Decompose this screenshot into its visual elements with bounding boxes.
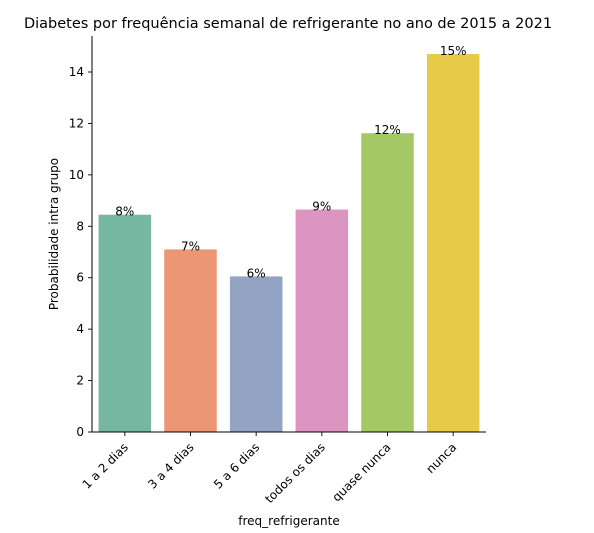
data-label-4: 9%	[312, 200, 331, 214]
bar-1	[98, 214, 152, 432]
x-tick-label-6: nunca	[423, 440, 459, 476]
x-tick-label-5: quase nunca	[329, 440, 393, 504]
x-axis-label: freq_refrigerante	[238, 514, 339, 528]
y-tick-label-4: 6	[76, 271, 84, 285]
y-tick-label-1: 0	[76, 425, 84, 439]
y-tick-label-2: 2	[76, 374, 84, 388]
y-axis-label: Probabilidade intra grupo	[47, 158, 61, 310]
y-tick-label-5: 8	[76, 219, 84, 233]
data-label-6: 15%	[440, 44, 467, 58]
y-tick-label-8: 14	[69, 65, 84, 79]
bar-2	[164, 249, 217, 432]
bar-5	[361, 133, 414, 432]
plot-area: 8% 1 a 2 dias 7% 3 a 4 dias 6% 5 a 6 dias 9% to…	[69, 36, 486, 506]
data-label-1: 8%	[115, 205, 134, 219]
y-tick-label-3: 4	[76, 322, 84, 336]
x-tick-label-4: todos os dias	[262, 440, 328, 506]
x-tick-label-1: 1 a 2 dias	[80, 440, 131, 491]
chart-title: Diabetes por frequência semanal de refri…	[24, 16, 552, 32]
data-label-5: 12%	[374, 123, 401, 137]
bar-6	[426, 54, 480, 432]
y-tick-label-7: 12	[69, 116, 84, 130]
data-label-3: 6%	[247, 266, 266, 280]
data-label-2: 7%	[181, 239, 200, 253]
x-tick-label-2: 3 a 4 dias	[145, 440, 196, 491]
bar-3	[229, 276, 283, 432]
bar-4	[295, 209, 349, 432]
x-tick-label-3: 5 a 6 dias	[211, 440, 262, 491]
y-tick-label-6: 10	[69, 168, 84, 182]
